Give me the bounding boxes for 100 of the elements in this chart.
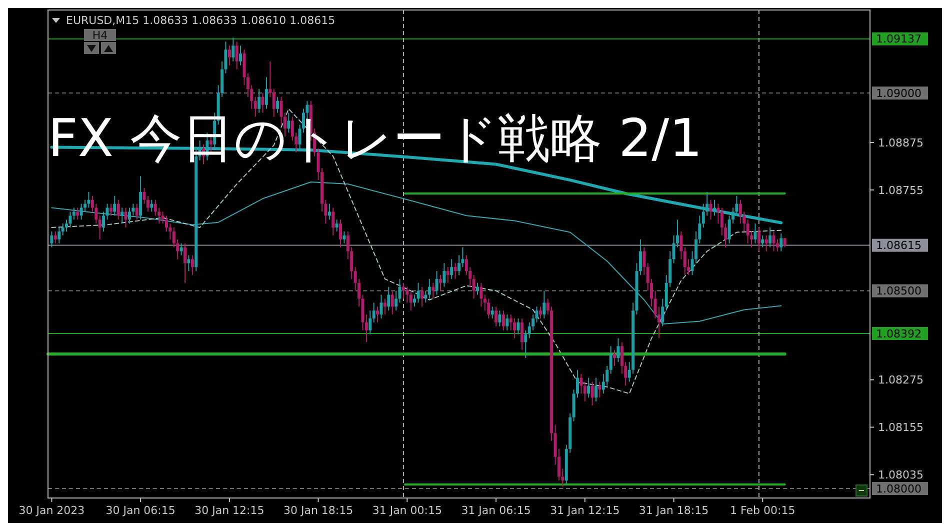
candlestick — [476, 282, 480, 296]
candlestick — [520, 318, 524, 351]
chart-subtitle: EURUSD,M15 1.08633 1.08633 1.08610 1.08615 — [66, 14, 336, 27]
candlestick — [480, 282, 483, 308]
x-tick-label: 1 Feb 00:15 — [730, 504, 796, 517]
y-tick-label: 1.08875 — [878, 136, 924, 150]
candlestick — [58, 227, 61, 244]
candlestick — [761, 234, 764, 248]
candlestick — [780, 232, 783, 252]
candlestick — [120, 207, 124, 224]
candlestick — [542, 290, 546, 319]
candlestick — [116, 199, 120, 220]
candlestick — [716, 203, 720, 224]
candlestick — [113, 195, 116, 216]
x-tick-label: 31 Jan 12:15 — [550, 504, 620, 517]
candlestick — [261, 92, 264, 114]
y-tick-label: 1.08035 — [878, 468, 924, 482]
candlestick — [513, 318, 516, 339]
y-tick-label: 1.08755 — [878, 184, 924, 197]
line-series — [51, 108, 782, 394]
candlestick — [598, 381, 602, 398]
candlestick — [613, 350, 616, 366]
candlestick — [383, 298, 386, 316]
candlestick — [339, 219, 342, 248]
candlestick — [398, 278, 402, 304]
candlestick — [516, 318, 520, 335]
candlestick — [638, 238, 642, 276]
candlestick — [535, 306, 538, 323]
candlestick — [68, 211, 72, 228]
candlestick — [109, 203, 112, 216]
candlestick — [342, 230, 346, 244]
candlestick — [272, 88, 276, 118]
candlestick — [487, 298, 490, 319]
x-tick-label: 31 Jan 06:15 — [461, 504, 531, 517]
ref-line-label: 1.08500 — [876, 284, 922, 298]
candlestick — [61, 223, 64, 236]
candlestick — [506, 314, 509, 331]
candlestick — [335, 219, 338, 232]
candlestick — [372, 302, 376, 323]
candlestick — [190, 254, 194, 276]
candlestick — [583, 381, 586, 402]
candlestick — [435, 270, 438, 296]
candlestick — [394, 290, 398, 312]
candlestick — [764, 234, 768, 252]
candlestick — [187, 254, 190, 272]
candlestick — [594, 377, 598, 402]
candlestick — [420, 286, 424, 308]
candlestick — [642, 246, 646, 276]
candlestick — [184, 242, 186, 284]
candlestick — [432, 282, 435, 300]
x-tick-label: 30 Jan 18:15 — [283, 504, 354, 517]
candlestick — [390, 290, 394, 316]
candlestick — [76, 207, 80, 220]
candlestick — [416, 282, 420, 304]
candlestick — [683, 246, 686, 276]
candlestick — [258, 88, 261, 114]
candlestick — [442, 262, 446, 288]
candlestick — [128, 207, 131, 224]
candlestick — [232, 37, 235, 62]
candlestick — [80, 203, 83, 220]
x-tick-label: 30 Jan 12:15 — [194, 504, 264, 517]
candlestick — [709, 199, 712, 220]
x-tick-label: 30 Jan 06:15 — [106, 504, 176, 517]
candlestick — [587, 377, 590, 398]
candlestick — [368, 310, 372, 335]
candlestick — [54, 230, 57, 244]
candlestick — [235, 41, 238, 70]
candlestick — [268, 60, 272, 98]
candlestick — [409, 290, 412, 312]
candlestick — [768, 227, 772, 248]
candlestick — [772, 230, 776, 252]
candlestick — [387, 286, 390, 312]
annotation: H4 — [92, 29, 108, 42]
candlestick — [135, 203, 138, 220]
candlestick — [590, 381, 594, 406]
x-tick-label: 30 Jan 2023 — [18, 504, 85, 517]
candlestick — [494, 306, 498, 327]
candlestick — [228, 45, 231, 66]
candlestick — [472, 274, 476, 300]
candlestick — [783, 238, 786, 248]
line-series — [51, 182, 782, 324]
candlestick — [657, 306, 660, 339]
ref-line-label: 1.08000 — [876, 482, 922, 496]
candlestick — [490, 306, 494, 319]
candlestick — [402, 282, 405, 300]
candlestick — [502, 310, 505, 331]
candlestick — [754, 223, 757, 244]
candlestick — [661, 298, 664, 327]
candlestick — [72, 207, 76, 220]
candlestick — [264, 76, 268, 110]
candlestick — [746, 219, 750, 244]
candlestick — [428, 278, 431, 300]
ref-line-label: 1.08615 — [876, 239, 922, 252]
candlestick — [538, 306, 542, 319]
candlestick — [276, 96, 280, 114]
candlestick — [124, 207, 128, 228]
candlestick — [328, 203, 331, 220]
candlestick — [757, 227, 760, 252]
x-tick-label: 31 Jan 00:15 — [372, 504, 442, 517]
candlestick — [580, 373, 583, 394]
